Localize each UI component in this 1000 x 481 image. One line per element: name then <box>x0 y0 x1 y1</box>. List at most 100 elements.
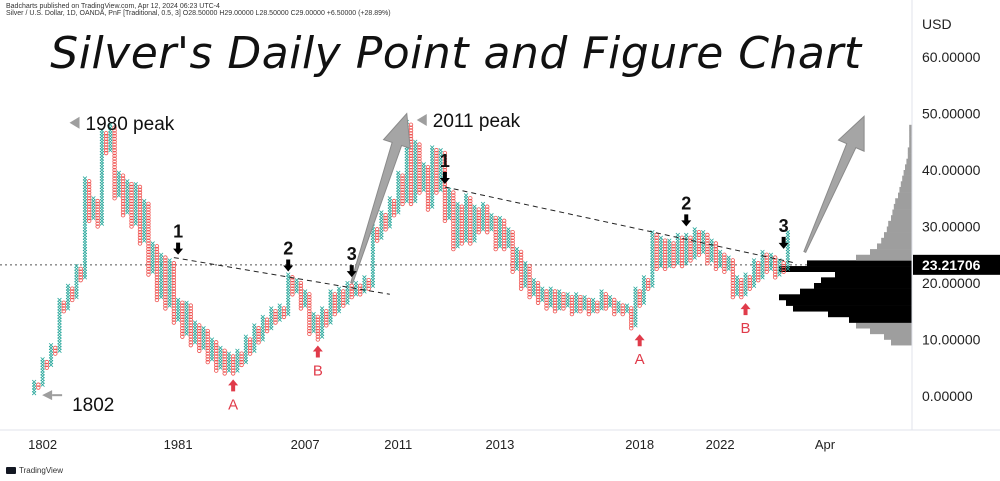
pnf-o-box <box>247 351 253 356</box>
pnf-o-box <box>86 210 92 215</box>
pnf-o-box <box>129 218 134 224</box>
pnf-x-box <box>599 289 604 294</box>
pnf-o-box <box>434 156 439 161</box>
pnf-o-box <box>535 294 541 300</box>
pnf-x-box <box>760 249 765 255</box>
pnf-o-box <box>434 167 439 173</box>
pnf-o-box <box>671 261 676 266</box>
pnf-o-box <box>273 320 278 325</box>
pnf-column <box>713 241 719 272</box>
pnf-column <box>612 297 617 317</box>
pnf-column <box>387 196 393 229</box>
pnf-x-box <box>624 303 630 308</box>
pnf-o-box <box>214 348 219 353</box>
pnf-o-box <box>163 266 168 272</box>
pnf-o-box <box>612 306 617 311</box>
pnf-o-box <box>408 198 414 204</box>
pnf-column <box>434 148 439 195</box>
down-arrow-icon <box>778 236 789 249</box>
pnf-x-box <box>531 277 536 283</box>
tradingview-brand[interactable]: TradingView <box>6 466 63 475</box>
pnf-o-box <box>315 328 321 334</box>
pnf-o-box <box>434 179 439 184</box>
pnf-o-box <box>197 326 202 331</box>
pnf-o-box <box>442 159 448 164</box>
pnf-o-box <box>417 173 422 178</box>
pnf-o-box <box>163 275 168 280</box>
pnf-o-box <box>171 294 177 300</box>
pnf-o-box <box>493 232 498 238</box>
pnf-o-box <box>383 213 388 218</box>
volume-profile-bar <box>786 299 912 306</box>
pnf-x-box <box>175 297 181 303</box>
pnf-o-box <box>163 303 168 308</box>
pnf-o-box <box>696 232 702 238</box>
pnf-o-box <box>230 362 236 368</box>
pnf-o-box <box>629 314 634 320</box>
pnf-o-box <box>154 294 160 300</box>
pnf-o-box <box>679 249 685 255</box>
pnf-o-box <box>510 238 515 243</box>
pnf-o-box <box>425 204 431 209</box>
pnf-o-box <box>764 263 769 269</box>
time-axis[interactable]: 1802 1981 2007 2011 2013 2018 2022 Apr <box>28 437 836 452</box>
pnf-o-box <box>425 201 431 207</box>
pnf-o-box <box>586 306 592 311</box>
pnf-o-box <box>434 181 439 187</box>
pnf-o-box <box>705 241 710 246</box>
pnf-o-box <box>713 255 719 260</box>
pnf-o-box <box>163 277 168 283</box>
currency-label[interactable]: USD <box>922 16 952 32</box>
pnf-o-box <box>324 309 329 314</box>
pnf-column <box>641 275 647 305</box>
pnf-o-box <box>315 317 321 322</box>
pnf-o-box <box>781 261 786 266</box>
pnf-o-box <box>324 314 329 320</box>
pnf-o-box <box>408 153 414 159</box>
pnf-o-box <box>510 235 515 240</box>
pnf-o-box <box>315 331 321 337</box>
pnf-o-box <box>468 232 473 238</box>
pnf-x-box <box>421 162 426 167</box>
pnf-o-box <box>468 204 473 209</box>
pnf-o-box <box>739 286 744 291</box>
pnf-o-box <box>603 297 608 303</box>
volume-profile-bar <box>814 283 912 289</box>
pnf-o-box <box>70 286 75 291</box>
pnf-o-box <box>146 213 151 218</box>
chart-title: Silver's Daily Point and Figure Chart <box>50 28 862 79</box>
pnf-o-box <box>730 289 736 294</box>
pnf-o-box <box>510 241 515 246</box>
pnf-o-box <box>95 201 100 207</box>
pnf-x-box <box>74 263 79 269</box>
pnf-o-box <box>552 297 558 303</box>
pnf-o-box <box>679 255 685 260</box>
pnf-o-box <box>247 348 253 353</box>
pnf-o-box <box>112 181 117 187</box>
pnf-o-box <box>408 122 414 127</box>
pnf-o-box <box>713 241 719 246</box>
pnf-o-box <box>349 294 354 300</box>
pnf-column <box>633 286 638 328</box>
pnf-o-box <box>95 207 100 212</box>
pnf-o-box <box>561 294 566 300</box>
pnf-o-box <box>629 309 634 314</box>
pnf-o-box <box>137 213 143 218</box>
pnf-o-box <box>442 187 448 192</box>
pnf-o-box <box>612 311 617 317</box>
price-axis[interactable]: 0.00000 10.00000 20.00000 30.00000 40.00000 5… <box>913 49 1000 404</box>
pnf-o-box <box>197 331 202 337</box>
pnf-o-box <box>417 179 422 184</box>
pnf-o-box <box>188 306 193 311</box>
pnf-o-box <box>773 269 778 274</box>
x-tick-label: 2022 <box>706 437 735 452</box>
pnf-column <box>747 275 752 291</box>
pnf-o-box <box>468 198 473 204</box>
pnf-column <box>252 323 257 353</box>
pnf-column <box>226 351 232 373</box>
volume-profile-bar <box>828 311 912 318</box>
pnf-o-box <box>315 326 321 331</box>
pnf-o-box <box>510 263 515 269</box>
pnf-o-box <box>180 320 185 325</box>
